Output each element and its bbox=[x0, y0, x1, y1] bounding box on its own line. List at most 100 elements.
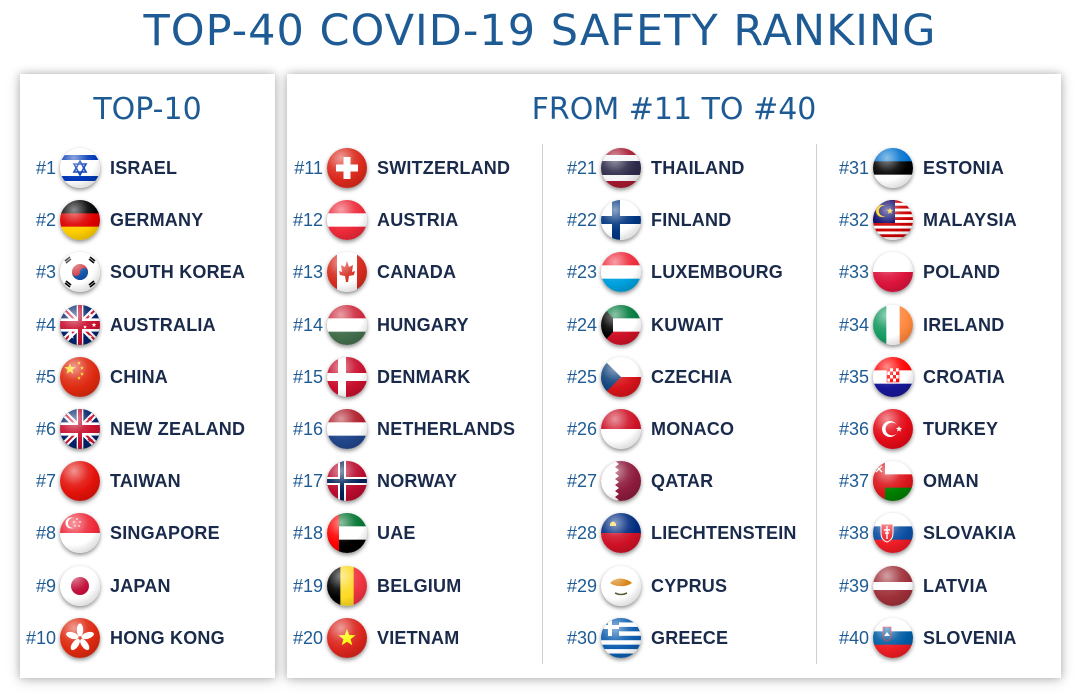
rank-number: #27 bbox=[566, 471, 597, 492]
country-name: DENMARK bbox=[377, 366, 471, 387]
country-name: LUXEMBOURG bbox=[651, 262, 783, 283]
rank-number: #33 bbox=[838, 262, 869, 283]
top10-panel: TOP-10 #1 ISRAEL #2 GERMANY #3 SOUTH KOREA #4 A… bbox=[20, 74, 275, 678]
kuwait-flag-icon bbox=[601, 304, 641, 345]
greece-flag-icon bbox=[601, 617, 641, 658]
rank-number: #3 bbox=[35, 262, 56, 283]
china-flag-icon bbox=[60, 356, 100, 397]
rank-number: #31 bbox=[838, 158, 869, 178]
rank-number: #23 bbox=[566, 262, 597, 283]
column-divider bbox=[542, 144, 543, 664]
ranking-row: #10 HONG KONG bbox=[20, 616, 260, 660]
denmark-flag-icon bbox=[327, 356, 367, 397]
ranking-row: #19 BELGIUM bbox=[287, 564, 527, 608]
rank-number: #8 bbox=[35, 523, 56, 544]
qatar-flag-icon bbox=[601, 461, 641, 502]
ranking-row: #8 SINGAPORE bbox=[20, 511, 260, 555]
ranking-row: #15 DENMARK bbox=[287, 355, 527, 399]
switzerland-flag-icon bbox=[327, 148, 367, 188]
rank-number: #9 bbox=[35, 575, 56, 596]
ranking-row: #12 AUSTRIA bbox=[287, 198, 527, 242]
belgium-flag-icon bbox=[327, 565, 367, 606]
poland-flag-icon bbox=[873, 252, 913, 293]
rank-number: #11 bbox=[294, 158, 323, 178]
country-name: GREECE bbox=[651, 627, 729, 648]
oman-flag-icon bbox=[873, 461, 913, 502]
slovakia-flag-icon bbox=[873, 513, 913, 554]
ranking-row: #38 SLOVAKIA bbox=[833, 511, 1073, 555]
norway-flag-icon bbox=[327, 461, 367, 502]
ranking-row: #14 HUNGARY bbox=[287, 303, 527, 347]
ranking-row: #11 SWITZERLAND bbox=[287, 146, 527, 190]
country-name: AUSTRALIA bbox=[110, 314, 216, 335]
ranking-row: #20 VIETNAM bbox=[287, 616, 527, 660]
country-name: CROATIA bbox=[923, 366, 1006, 387]
rank-number: #39 bbox=[838, 575, 869, 596]
ranking-row: #22 FINLAND bbox=[561, 198, 801, 242]
ranking-row: #35 CROATIA bbox=[833, 355, 1073, 399]
country-name: HONG KONG bbox=[110, 627, 225, 648]
ranking-row: #36 TURKEY bbox=[833, 407, 1073, 451]
czechia-flag-icon bbox=[601, 356, 641, 397]
ranking-row: #37 OMAN bbox=[833, 459, 1073, 503]
malaysia-flag-icon bbox=[873, 200, 913, 241]
rank-number: #34 bbox=[838, 314, 869, 335]
hungary-flag-icon bbox=[327, 304, 367, 345]
country-name: IRELAND bbox=[923, 314, 1005, 335]
ranking-row: #13 CANADA bbox=[287, 250, 527, 294]
rank-number: #20 bbox=[292, 627, 323, 648]
rank-number: #28 bbox=[566, 523, 597, 544]
country-name: TAIWAN bbox=[110, 471, 181, 492]
rank-number: #10 bbox=[25, 627, 56, 648]
australia-flag-icon bbox=[60, 304, 100, 345]
slovenia-flag-icon bbox=[873, 617, 913, 658]
rank-number: #21 bbox=[566, 158, 597, 178]
ranking-row: #4 AUSTRALIA bbox=[20, 303, 260, 347]
country-name: SOUTH KOREA bbox=[110, 262, 246, 283]
rank-number: #30 bbox=[566, 627, 597, 648]
ranking-row: #1 ISRAEL bbox=[20, 146, 260, 190]
ireland-flag-icon bbox=[873, 304, 913, 345]
ranking-row: #17 NORWAY bbox=[287, 459, 527, 503]
luxembourg-flag-icon bbox=[601, 252, 641, 293]
rank-number: #22 bbox=[566, 210, 597, 231]
rank-number: #5 bbox=[35, 366, 56, 387]
israel-flag-icon bbox=[60, 148, 100, 188]
column-divider bbox=[816, 144, 817, 664]
country-name: NEW ZEALAND bbox=[110, 419, 246, 439]
ranking-row: #3 SOUTH KOREA bbox=[20, 250, 260, 294]
ranking-row: #29 CYPRUS bbox=[561, 564, 801, 608]
country-name: QATAR bbox=[651, 471, 714, 492]
ranking-row: #21 THAILAND bbox=[561, 146, 801, 190]
ranking-row: #26 MONACO bbox=[561, 407, 801, 451]
new-zealand-flag-icon bbox=[60, 409, 100, 449]
country-name: ESTONIA bbox=[923, 158, 1005, 178]
rank-number: #18 bbox=[292, 523, 323, 544]
croatia-flag-icon bbox=[873, 356, 913, 397]
country-name: MONACO bbox=[651, 419, 735, 439]
country-name: CYPRUS bbox=[651, 575, 728, 596]
germany-flag-icon bbox=[60, 200, 100, 241]
rank-number: #25 bbox=[566, 366, 597, 387]
thailand-flag-icon bbox=[601, 148, 641, 188]
ranking-row: #9 JAPAN bbox=[20, 564, 260, 608]
ranking-row: #24 KUWAIT bbox=[561, 303, 801, 347]
ranking-row: #18 UAE bbox=[287, 511, 527, 555]
rank-number: #14 bbox=[292, 314, 323, 335]
ranking-row: #2 GERMANY bbox=[20, 198, 260, 242]
ranking-row: #39 LATVIA bbox=[833, 564, 1073, 608]
country-name: NETHERLANDS bbox=[377, 419, 516, 439]
ranking-row: #25 CZECHIA bbox=[561, 355, 801, 399]
country-name: ISRAEL bbox=[110, 158, 178, 178]
country-name: SWITZERLAND bbox=[377, 158, 511, 178]
estonia-flag-icon bbox=[873, 148, 913, 188]
rank-number: #26 bbox=[566, 419, 597, 439]
rest-heading: FROM #11 TO #40 bbox=[531, 92, 817, 127]
taiwan-flag-icon bbox=[60, 461, 100, 502]
rank-number: #17 bbox=[292, 471, 323, 492]
ranking-row: #7 TAIWAN bbox=[20, 459, 260, 503]
monaco-flag-icon bbox=[601, 409, 641, 449]
ranking-row: #32 MALAYSIA bbox=[833, 198, 1073, 242]
cyprus-flag-icon bbox=[601, 565, 641, 606]
ranking-row: #23 LUXEMBOURG bbox=[561, 250, 801, 294]
